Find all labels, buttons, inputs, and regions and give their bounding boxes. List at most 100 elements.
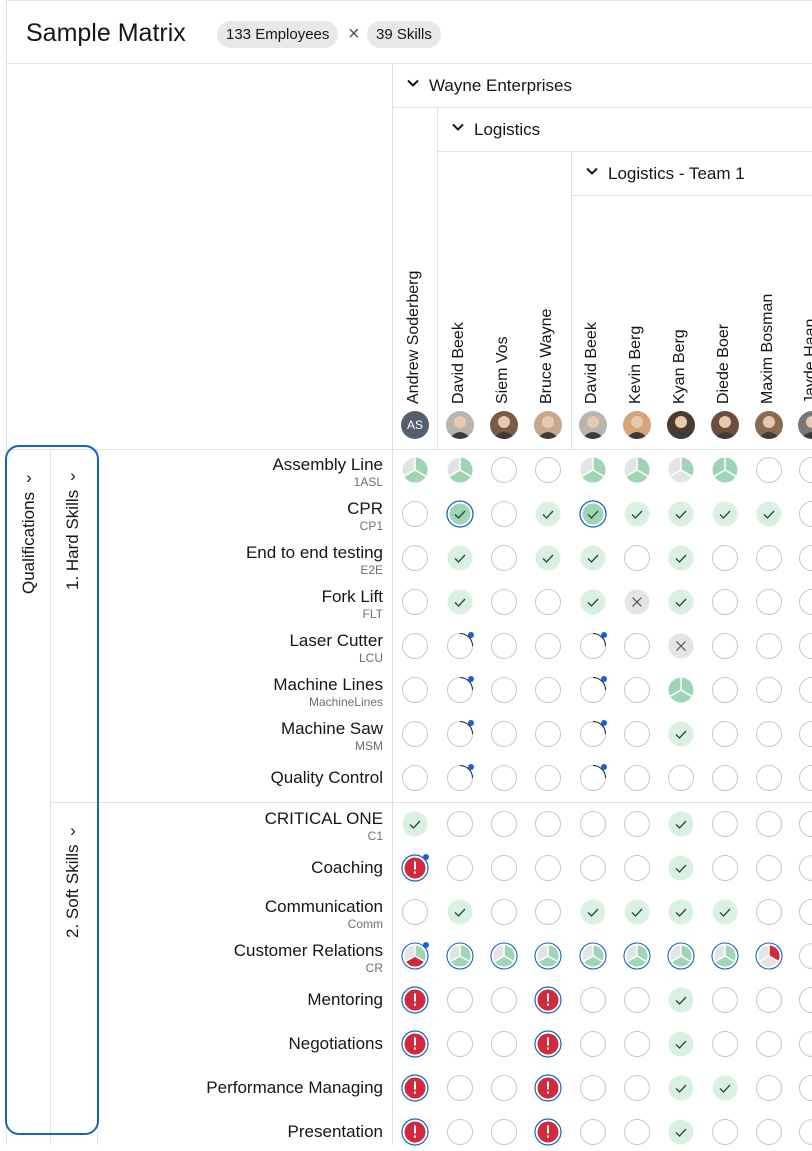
matrix-cell-check[interactable] xyxy=(534,544,562,572)
matrix-cell-empty[interactable] xyxy=(534,720,562,748)
matrix-cell-empty[interactable] xyxy=(755,986,783,1014)
matrix-cell-critical[interactable] xyxy=(401,1030,429,1058)
matrix-cell-customer-relations-pie[interactable] xyxy=(446,942,474,970)
matrix-cell-empty[interactable] xyxy=(711,810,739,838)
skill-name[interactable]: Negotiations xyxy=(288,1034,383,1054)
matrix-cell-empty[interactable] xyxy=(798,500,812,528)
matrix-cell-check[interactable] xyxy=(446,898,474,926)
matrix-cell-empty[interactable] xyxy=(446,854,474,882)
matrix-cell-empty[interactable] xyxy=(798,854,812,882)
matrix-cell-empty[interactable] xyxy=(490,588,518,616)
matrix-cell-empty-with-dot[interactable] xyxy=(579,764,607,792)
matrix-cell-empty[interactable] xyxy=(579,1030,607,1058)
matrix-cell-empty[interactable] xyxy=(623,720,651,748)
matrix-cell-empty[interactable] xyxy=(711,632,739,660)
matrix-cell-empty[interactable] xyxy=(534,898,562,926)
matrix-cell-critical[interactable] xyxy=(534,1030,562,1058)
employee-name[interactable]: Kyan Berg xyxy=(671,329,689,404)
matrix-cell-empty[interactable] xyxy=(401,588,429,616)
matrix-cell-customer-relations-pie[interactable] xyxy=(623,942,651,970)
matrix-cell-empty[interactable] xyxy=(490,1030,518,1058)
matrix-cell-customer-relations-pie[interactable] xyxy=(667,942,695,970)
matrix-cell-empty[interactable] xyxy=(623,544,651,572)
matrix-cell-empty[interactable] xyxy=(490,720,518,748)
matrix-cell-empty[interactable] xyxy=(711,544,739,572)
matrix-cell-empty[interactable] xyxy=(711,1030,739,1058)
employee-name[interactable]: David Beek xyxy=(583,322,601,404)
matrix-cell-empty[interactable] xyxy=(798,544,812,572)
matrix-cell-empty[interactable] xyxy=(490,676,518,704)
matrix-cell-empty[interactable] xyxy=(755,854,783,882)
matrix-cell-check[interactable] xyxy=(667,588,695,616)
matrix-cell-check[interactable] xyxy=(667,500,695,528)
matrix-cell-check[interactable] xyxy=(711,1074,739,1102)
skill-name[interactable]: Presentation xyxy=(288,1122,383,1142)
matrix-cell-empty[interactable] xyxy=(755,456,783,484)
matrix-cell-critical[interactable] xyxy=(534,1118,562,1146)
matrix-cell-empty[interactable] xyxy=(755,810,783,838)
matrix-cell-empty[interactable] xyxy=(534,632,562,660)
avatar[interactable] xyxy=(755,411,783,439)
matrix-cell-empty[interactable] xyxy=(446,986,474,1014)
matrix-cell-check-selected[interactable] xyxy=(446,500,474,528)
matrix-cell-empty-with-dot[interactable] xyxy=(579,676,607,704)
matrix-cell-empty[interactable] xyxy=(534,764,562,792)
matrix-cell-empty[interactable] xyxy=(401,632,429,660)
matrix-cell-empty[interactable] xyxy=(755,764,783,792)
matrix-cell-empty[interactable] xyxy=(623,810,651,838)
avatar[interactable] xyxy=(490,411,518,439)
matrix-cell-empty[interactable] xyxy=(755,676,783,704)
matrix-cell-empty[interactable] xyxy=(534,588,562,616)
matrix-cell-empty[interactable] xyxy=(755,632,783,660)
matrix-cell-critical[interactable] xyxy=(401,1074,429,1102)
matrix-cell-empty[interactable] xyxy=(490,632,518,660)
matrix-cell-pie-two-thirds[interactable] xyxy=(579,456,607,484)
matrix-cell-empty[interactable] xyxy=(490,1118,518,1146)
matrix-cell-empty-with-dot[interactable] xyxy=(579,720,607,748)
matrix-cell-empty[interactable] xyxy=(711,854,739,882)
matrix-cell-empty[interactable] xyxy=(755,898,783,926)
matrix-cell-empty[interactable] xyxy=(711,676,739,704)
skill-name[interactable]: Laser Cutter xyxy=(289,631,383,651)
matrix-cell-empty[interactable] xyxy=(798,1118,812,1146)
matrix-cell-pie-two-thirds[interactable] xyxy=(446,456,474,484)
matrix-cell-pie-full[interactable] xyxy=(667,676,695,704)
matrix-cell-empty[interactable] xyxy=(401,676,429,704)
matrix-cell-cross[interactable] xyxy=(623,588,651,616)
matrix-cell-empty[interactable] xyxy=(490,544,518,572)
skill-name[interactable]: Fork Lift xyxy=(322,587,383,607)
matrix-cell-pie-two-thirds[interactable] xyxy=(401,456,429,484)
skill-name[interactable]: Machine Lines xyxy=(273,675,383,695)
matrix-cell-critical[interactable] xyxy=(401,1118,429,1146)
matrix-cell-empty[interactable] xyxy=(446,810,474,838)
matrix-cell-empty[interactable] xyxy=(755,1074,783,1102)
matrix-cell-empty[interactable] xyxy=(534,854,562,882)
matrix-cell-empty[interactable] xyxy=(490,1074,518,1102)
matrix-cell-empty[interactable] xyxy=(623,1118,651,1146)
skill-name[interactable]: Communication xyxy=(265,897,383,917)
skills-count-tag[interactable]: 39 Skills xyxy=(367,21,441,48)
skill-name[interactable]: CPR xyxy=(347,499,383,519)
matrix-cell-check[interactable] xyxy=(667,1030,695,1058)
matrix-cell-empty[interactable] xyxy=(579,986,607,1014)
skill-name[interactable]: Mentoring xyxy=(307,990,383,1010)
matrix-cell-empty[interactable] xyxy=(623,764,651,792)
matrix-cell-critical[interactable] xyxy=(534,986,562,1014)
matrix-cell-empty[interactable] xyxy=(798,1074,812,1102)
matrix-cell-check[interactable] xyxy=(534,500,562,528)
matrix-cell-customer-relations-red[interactable] xyxy=(755,942,783,970)
matrix-cell-empty[interactable] xyxy=(579,854,607,882)
matrix-cell-empty[interactable] xyxy=(446,1030,474,1058)
avatar[interactable] xyxy=(534,411,562,439)
matrix-cell-check[interactable] xyxy=(579,588,607,616)
matrix-cell-empty[interactable] xyxy=(667,764,695,792)
matrix-cell-empty[interactable] xyxy=(401,500,429,528)
matrix-cell-empty[interactable] xyxy=(401,544,429,572)
employee-name[interactable]: Bruce Wayne xyxy=(538,309,556,404)
matrix-cell-empty[interactable] xyxy=(798,986,812,1014)
skill-name[interactable]: Coaching xyxy=(311,858,383,878)
skill-name[interactable]: CRITICAL ONE xyxy=(265,809,383,829)
matrix-cell-customer-relations-pie[interactable] xyxy=(534,942,562,970)
matrix-cell-check[interactable] xyxy=(623,500,651,528)
matrix-cell-empty[interactable] xyxy=(798,898,812,926)
